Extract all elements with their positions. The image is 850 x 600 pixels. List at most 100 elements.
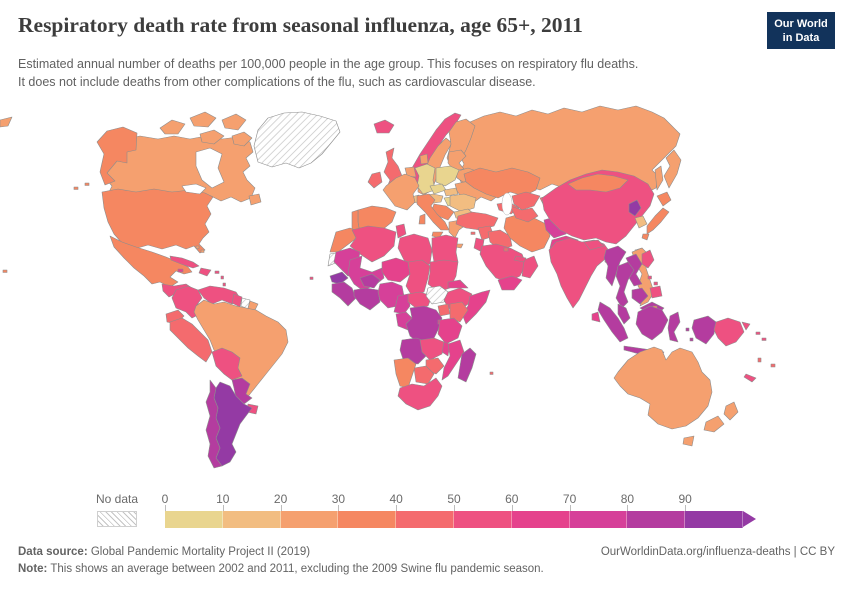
country-myanmar[interactable]: [603, 245, 627, 287]
country-turkey[interactable]: [455, 211, 499, 231]
country-solomon-islands-2[interactable]: [761, 337, 767, 341]
country-india[interactable]: [548, 237, 611, 309]
country-eritrea[interactable]: [447, 279, 469, 289]
legend-bin-10-20[interactable]: [222, 511, 281, 528]
country-new-zealand-south[interactable]: [703, 415, 725, 433]
country-bolivia[interactable]: [211, 347, 243, 381]
legend-bin-70-80[interactable]: [569, 511, 628, 528]
country-baltic-states[interactable]: [447, 149, 467, 172]
country-ireland[interactable]: [367, 171, 383, 189]
country-zambia[interactable]: [419, 337, 445, 361]
country-philippines-luzon[interactable]: [641, 249, 655, 269]
country-japan-honshu[interactable]: [646, 207, 670, 235]
country-namibia[interactable]: [393, 357, 417, 389]
country-indonesia-moluccas-2[interactable]: [689, 337, 694, 342]
country-usa-aleutians-1[interactable]: [84, 182, 90, 186]
country-turkmenistan[interactable]: [509, 205, 539, 223]
owid-logo[interactable]: Our World in Data: [767, 12, 835, 49]
country-philippines-visayas-1[interactable]: [647, 275, 652, 280]
country-bahamas-2[interactable]: [200, 249, 205, 253]
country-bahamas-1[interactable]: [195, 245, 200, 249]
country-jamaica[interactable]: [177, 268, 184, 273]
country-senegal[interactable]: [329, 271, 349, 285]
country-mozambique[interactable]: [441, 339, 465, 381]
country-slovakia[interactable]: [443, 187, 459, 197]
legend-bin-40-50[interactable]: [396, 511, 454, 528]
country-malaysia-peninsula[interactable]: [617, 303, 631, 325]
country-mexico[interactable]: [109, 235, 193, 288]
country-romania[interactable]: [449, 193, 477, 213]
country-indonesia-moluccas-1[interactable]: [685, 327, 690, 332]
legend-bin-60-70[interactable]: [511, 511, 570, 528]
country-saudi-arabia[interactable]: [479, 243, 527, 283]
country-south-africa[interactable]: [397, 377, 443, 411]
country-italy-sardinia[interactable]: [418, 213, 426, 225]
legend-bin-80-90[interactable]: [627, 511, 686, 528]
country-cuba[interactable]: [169, 255, 200, 269]
country-solomon-islands-1[interactable]: [755, 331, 761, 335]
country-new-zealand-north[interactable]: [723, 401, 739, 421]
country-botswana[interactable]: [413, 365, 435, 385]
country-indonesia-kalimantan[interactable]: [635, 305, 669, 341]
country-denmark[interactable]: [419, 153, 429, 165]
country-canada-arctic-4[interactable]: [199, 129, 225, 145]
country-morocco[interactable]: [329, 227, 361, 253]
country-russia-kamchatka[interactable]: [663, 149, 682, 189]
country-north-korea[interactable]: [628, 199, 642, 217]
country-oman[interactable]: [521, 255, 539, 279]
country-south-korea[interactable]: [634, 215, 648, 229]
country-brazil[interactable]: [193, 299, 289, 403]
country-cape-verde[interactable]: [309, 276, 314, 280]
country-canada-arctic-3[interactable]: [221, 113, 247, 131]
country-nepal[interactable]: [583, 239, 605, 251]
no-data-swatch[interactable]: [97, 511, 137, 527]
country-lesser-antilles-1[interactable]: [220, 275, 224, 280]
country-guinea[interactable]: [331, 281, 357, 307]
country-ivory-coast-ghana[interactable]: [353, 287, 381, 311]
country-vanuatu[interactable]: [757, 357, 762, 363]
country-usa-aleutians-2[interactable]: [73, 186, 79, 190]
country-uzbekistan[interactable]: [511, 191, 541, 211]
country-france[interactable]: [382, 173, 420, 211]
country-puerto-rico[interactable]: [214, 270, 220, 274]
country-canada-arctic-2[interactable]: [189, 111, 217, 128]
legend-bin-20-30[interactable]: [280, 511, 339, 528]
country-uae-qatar[interactable]: [513, 255, 527, 263]
country-japan-hokkaido[interactable]: [656, 191, 672, 207]
country-tanzania[interactable]: [437, 317, 463, 345]
country-peru[interactable]: [169, 317, 213, 363]
country-tunisia[interactable]: [395, 223, 407, 239]
country-cambodia[interactable]: [631, 287, 649, 305]
country-thailand[interactable]: [615, 261, 635, 309]
country-kuwait[interactable]: [503, 247, 509, 252]
country-indonesia-west-papua[interactable]: [691, 315, 717, 345]
country-philippines-visayas-2[interactable]: [653, 281, 658, 286]
country-lesser-antilles-2[interactable]: [222, 282, 226, 287]
country-canada-arctic-5[interactable]: [231, 131, 253, 147]
country-uganda[interactable]: [437, 303, 451, 317]
country-hispaniola[interactable]: [198, 267, 212, 277]
country-canada-arctic-1[interactable]: [159, 119, 186, 135]
country-chad[interactable]: [405, 259, 431, 297]
country-mongolia[interactable]: [567, 173, 629, 193]
country-russia-wrapped-tip[interactable]: [0, 116, 13, 128]
country-indonesia-sulawesi[interactable]: [667, 311, 681, 343]
country-burkina-faso[interactable]: [359, 273, 381, 289]
country-png-new-britain[interactable]: [741, 321, 751, 331]
country-madagascar[interactable]: [457, 347, 477, 383]
country-dr-congo[interactable]: [405, 305, 443, 345]
country-iceland[interactable]: [373, 119, 395, 134]
country-kenya[interactable]: [449, 301, 469, 323]
country-philippines-mindanao[interactable]: [649, 285, 663, 299]
legend-bin-50-60[interactable]: [453, 511, 512, 528]
country-russia-sakhalin[interactable]: [654, 165, 664, 191]
country-australia[interactable]: [613, 346, 713, 430]
country-usa-hawaii[interactable]: [2, 269, 8, 273]
country-papua-new-guinea[interactable]: [713, 317, 745, 347]
legend-bar[interactable]: [165, 511, 743, 528]
owid-link[interactable]: OurWorldinData.org/influenza-deaths | CC…: [600, 546, 835, 558]
country-sri-lanka[interactable]: [591, 311, 601, 323]
country-yemen[interactable]: [497, 275, 523, 291]
country-cyprus[interactable]: [470, 231, 476, 235]
country-mauritius[interactable]: [489, 371, 494, 375]
